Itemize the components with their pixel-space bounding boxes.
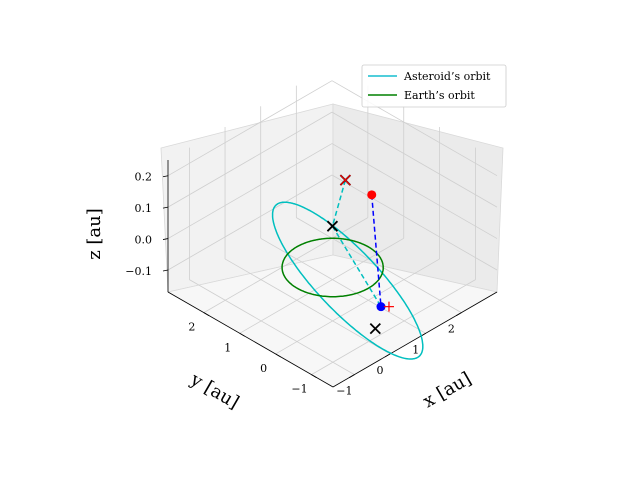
z-gridline-right-wall: [331, 143, 498, 239]
x-axis-label: x [au]: [419, 368, 475, 412]
y-tick-label: −1: [291, 383, 307, 396]
y-gridline-floor: [311, 279, 476, 375]
z-tick-label: 0.2: [135, 171, 153, 184]
y-tick-label: 2: [188, 321, 195, 334]
legend: Asteroid’s orbit Earth’s orbit: [361, 64, 507, 108]
x-gridline-floor: [224, 258, 391, 355]
y-axis-line: [167, 291, 334, 388]
orbit-line-0: [271, 201, 424, 360]
legend-label-earth: Earth’s orbit: [404, 89, 475, 102]
z-tick-label: 0.1: [135, 202, 153, 215]
z-gridline-right-wall: [331, 80, 498, 177]
z-tick-mark: [162, 175, 169, 178]
z-gridline-left-wall: [167, 143, 333, 239]
marker-dot: [376, 302, 386, 312]
marker-cross: [339, 174, 351, 186]
z-axis-label: z [au]: [84, 208, 105, 260]
z-gridline-left-wall: [167, 174, 333, 271]
x-tick-label: 2: [448, 323, 455, 336]
z-gridline-right-wall: [331, 111, 498, 208]
z-tick-mark: [162, 238, 169, 240]
x-axis-line: [332, 291, 498, 388]
z-tick-mark: [162, 269, 169, 272]
y-tick-label: 0: [260, 362, 267, 375]
z-gridline-right-wall: [331, 174, 498, 271]
z-gridline-left-wall: [167, 80, 333, 177]
y-axis-label: y [au]: [186, 369, 243, 414]
z-tick-label: 0.0: [135, 234, 153, 247]
marker-dot: [367, 190, 377, 200]
dashed-connector: [370, 194, 382, 307]
x-gridline-floor: [296, 217, 462, 313]
y-gridline-floor: [203, 217, 369, 313]
y-gridline-floor: [275, 258, 440, 355]
x-gridline-floor: [189, 279, 355, 375]
marker-cross: [326, 220, 339, 232]
x-tick-label: −1: [336, 385, 352, 398]
marker-cross: [369, 322, 381, 335]
z-gridline-left-wall: [167, 111, 333, 208]
legend-label-asteroid: Asteroid’s orbit: [403, 70, 491, 83]
x-tick-label: 0: [377, 364, 384, 377]
y-tick-label: 1: [224, 341, 231, 354]
z-tick-label: −0.1: [125, 265, 152, 278]
legend-box: [361, 64, 507, 108]
marker-plus: [383, 301, 394, 312]
orbit-line-1: [281, 237, 384, 298]
x-tick-label: 1: [412, 343, 419, 356]
z-tick-mark: [162, 206, 169, 209]
